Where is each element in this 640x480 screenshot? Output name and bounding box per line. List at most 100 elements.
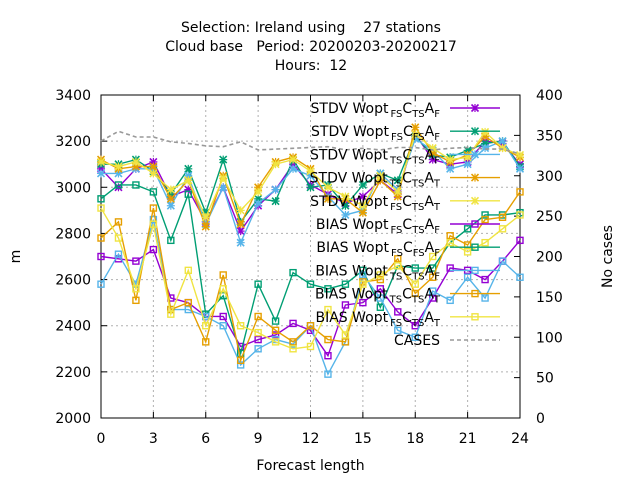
data-point — [219, 271, 227, 279]
data-point — [289, 345, 297, 353]
data-point — [271, 326, 280, 335]
data-point — [429, 264, 437, 272]
data-point — [97, 252, 105, 261]
legend-marker — [471, 289, 479, 298]
data-point — [254, 187, 263, 196]
grid — [101, 95, 520, 418]
data-point — [394, 308, 402, 316]
data-point — [306, 342, 315, 351]
data-point — [166, 185, 175, 194]
data-point — [254, 335, 262, 344]
data-point — [97, 280, 105, 288]
data-point — [149, 215, 158, 224]
data-point — [411, 264, 419, 272]
data-point — [358, 192, 367, 201]
data-point — [167, 310, 175, 318]
legend-marker — [470, 103, 480, 113]
data-point — [411, 123, 420, 132]
data-point — [411, 333, 419, 341]
legend-marker — [470, 127, 480, 136]
y-tick-label: 2400 — [55, 319, 91, 335]
legend-entry-label: BIAS Wopt FSCTSAT — [316, 310, 441, 329]
data-point — [271, 338, 280, 346]
y2-tick-label: 400 — [536, 88, 563, 104]
data-point — [219, 322, 227, 330]
x-tick-label: 0 — [97, 431, 106, 447]
data-point — [219, 173, 228, 183]
legend-marker — [470, 173, 480, 182]
data-point — [429, 287, 437, 295]
data-point — [132, 285, 140, 293]
series-lines — [96, 123, 525, 378]
data-point — [481, 211, 489, 219]
data-point — [481, 294, 489, 302]
x-tick-label: 24 — [511, 431, 529, 447]
x-tick-label: 6 — [201, 431, 210, 447]
y-tick-label: 3000 — [55, 180, 91, 196]
x-tick-label: 9 — [254, 431, 263, 447]
legend: STDV Wopt FSCTSAF STDV Wopt FSCFSAF STDV Wop… — [310, 101, 500, 349]
data-point — [306, 167, 315, 176]
legend-entry-label: CASES — [394, 333, 440, 349]
data-point — [481, 127, 490, 136]
data-point — [446, 296, 454, 305]
legend-entry-label: STDV Wopt FSCTSAF — [311, 101, 441, 120]
data-point — [358, 180, 367, 190]
data-point — [359, 271, 367, 279]
data-point — [516, 236, 524, 245]
data-point — [516, 273, 524, 281]
legend-entry-label: BIAS Wopt TSCTSAF — [315, 263, 440, 282]
y2-tick-label: 0 — [536, 411, 545, 427]
data-point — [324, 352, 332, 360]
legend-marker — [471, 220, 479, 228]
y-tick-label: 3200 — [55, 134, 91, 150]
data-point — [341, 301, 350, 309]
series-line — [100, 239, 521, 358]
chart-title: Selection: Ireland using 27 stations Clou… — [165, 20, 457, 74]
y2-tick-label: 150 — [536, 290, 563, 306]
data-point — [149, 169, 158, 178]
data-point — [219, 312, 227, 321]
legend-marker — [471, 243, 479, 251]
data-point — [271, 185, 280, 194]
data-point — [202, 338, 210, 346]
data-point — [515, 150, 525, 160]
data-point — [202, 322, 210, 330]
y2-tick-label: 50 — [536, 371, 554, 387]
data-point — [463, 160, 472, 169]
data-point — [481, 143, 490, 153]
data-point — [97, 195, 105, 203]
data-point — [376, 271, 385, 279]
data-point — [498, 257, 507, 265]
data-point — [97, 204, 105, 212]
data-point — [341, 338, 350, 346]
data-point — [498, 225, 507, 233]
data-point — [394, 326, 402, 335]
legend-entry-label: BIAS Wopt FSCFSAF — [316, 240, 440, 259]
data-point — [481, 275, 489, 284]
data-point — [323, 183, 333, 192]
data-point — [341, 280, 350, 288]
data-point — [114, 162, 123, 171]
data-point — [132, 257, 140, 265]
data-point — [411, 130, 420, 139]
data-point — [306, 183, 315, 192]
title-line: Hours: 12 — [275, 58, 347, 74]
data-point — [149, 188, 158, 196]
x-axis-label: Forecast length — [256, 458, 364, 474]
data-point — [324, 285, 332, 293]
data-point — [114, 234, 123, 242]
data-point — [463, 273, 472, 281]
data-point — [271, 160, 280, 169]
legend-entry-label: STDV Wopt FSCFSAF — [311, 124, 440, 143]
data-point — [149, 162, 158, 171]
data-point — [114, 181, 123, 189]
data-point — [341, 331, 350, 339]
data-point — [236, 206, 245, 215]
data-point — [167, 236, 175, 245]
data-point — [498, 143, 507, 153]
data-point — [446, 232, 454, 240]
data-point — [393, 187, 402, 196]
data-point — [498, 137, 507, 146]
title-line: Cloud base Period: 20200203-20200217 — [165, 39, 457, 55]
